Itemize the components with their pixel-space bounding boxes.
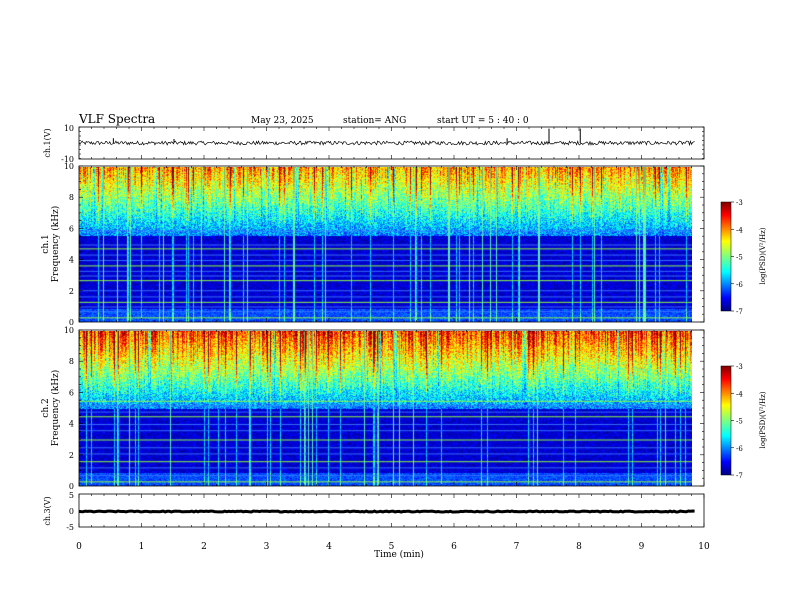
colorbar-tick-label: -3 — [736, 363, 743, 371]
y-tick-label: 6 — [69, 388, 74, 397]
colorbar-tick-label: -6 — [736, 281, 743, 289]
x-tick-label: 8 — [576, 542, 582, 552]
ch1-voltage-panel: 10 -10 ch.1(V) — [43, 124, 705, 164]
y-tick-label: 0 — [69, 482, 74, 491]
x-tick-label: 4 — [326, 542, 332, 552]
ch1-colorbar-label: log(PSD)(V²/Hz) — [759, 227, 767, 284]
start-time-label: start UT = 5 : 40 : 0 — [437, 116, 529, 126]
x-tick-label: 5 — [389, 542, 395, 552]
x-tick-label: 1 — [139, 542, 145, 552]
ch1-voltage-ytick-bottom: -10 — [61, 155, 74, 164]
y-tick-label: 8 — [69, 357, 74, 366]
y-tick-label: 10 — [64, 162, 74, 171]
ch1-spectrogram-channel-label: ch.1 — [41, 234, 51, 253]
colorbar-tick-label: -5 — [736, 418, 743, 426]
y-tick-label: 10 — [64, 326, 74, 335]
y-tick-label: 2 — [69, 451, 74, 460]
x-tick-label: 6 — [451, 542, 457, 552]
ch1-spike-group — [79, 126, 704, 159]
x-tick-label: 3 — [264, 542, 270, 552]
y-tick-label: 2 — [69, 287, 74, 296]
time-axis-label: Time (min) — [374, 549, 424, 560]
ch1-colorbar — [720, 201, 732, 312]
ch3-voltage-ytick-top: 5 — [69, 491, 74, 500]
ch2-colorbar — [720, 365, 732, 476]
ch1-voltage-ytick-top: 10 — [64, 124, 74, 133]
x-tick-label: 10 — [698, 542, 710, 552]
ch2-spectrogram-channel-label: ch.2 — [41, 398, 51, 417]
ch3-voltage-ylabel: ch.3(V) — [43, 496, 52, 525]
x-tick-label: 2 — [201, 542, 207, 552]
x-tick-label: 9 — [639, 542, 645, 552]
colorbar-tick-label: -7 — [736, 308, 743, 316]
ch1-voltage-trace — [78, 139, 695, 147]
ch3-voltage-ytick-bottom: -5 — [66, 523, 74, 532]
ch1-voltage-ylabel: ch.1(V) — [43, 128, 52, 157]
y-tick-label: 0 — [69, 318, 74, 327]
ch2-spectrogram-image — [79, 331, 692, 486]
colorbar-tick-label: -5 — [736, 254, 743, 262]
colorbar-tick-label: -4 — [736, 226, 743, 234]
colorbar-tick-label: -7 — [736, 472, 743, 480]
figure-title: VLF Spectra — [78, 112, 155, 126]
colorbar-tick-label: -3 — [736, 199, 743, 207]
y-tick-label: 4 — [69, 420, 74, 429]
ch2-spectrogram-ylabel: Frequency (kHz) — [50, 370, 61, 447]
y-tick-label: 6 — [69, 224, 74, 233]
date-label: May 23, 2025 — [251, 116, 314, 126]
ch3-voltage-trace — [78, 509, 695, 514]
ch1-spectrogram-ylabel: Frequency (kHz) — [50, 206, 61, 283]
y-tick-label: 4 — [69, 256, 74, 265]
time-axis: 0 1 2 3 4 5 6 7 8 9 10 — [76, 127, 710, 552]
ch3-voltage-panel: 5 0 -5 ch.3(V) — [43, 491, 705, 532]
colorbar-tick-label: -4 — [736, 390, 743, 398]
ch2-colorbar-label: log(PSD)(V²/Hz) — [759, 391, 767, 448]
ch3-voltage-ytick-mid: 0 — [69, 507, 74, 516]
station-label: station= ANG — [343, 116, 406, 126]
colorbar-tick-label: -6 — [736, 445, 743, 453]
y-tick-label: 8 — [69, 193, 74, 202]
ch1-spectrogram-image — [79, 167, 692, 322]
x-tick-label: 7 — [514, 542, 520, 552]
x-tick-label: 0 — [76, 542, 82, 552]
